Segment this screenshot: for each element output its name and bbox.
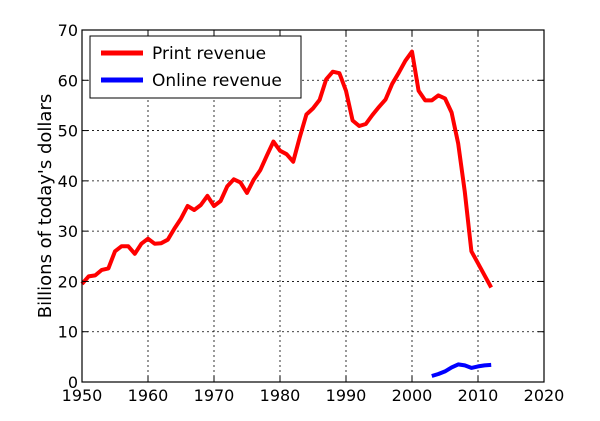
tick-label-layer: 1950 1960 1970 1980 1990 2000 2010 2020 0 10 20 30 4… [58,21,565,405]
series-layer [80,49,493,378]
legend-label-print-revenue: Print revenue [152,44,266,64]
y-tick-label-10: 10 [58,323,78,342]
legend-box [89,35,302,99]
x-tick-label-1990: 1990 [326,386,367,405]
legend: Print revenue Online revenue [89,35,302,99]
legend-label-online-revenue: Online revenue [152,71,282,91]
tick-layer [81,29,545,383]
y-tick-label-0: 0 [68,373,78,392]
y-tick-label-70: 70 [58,21,78,40]
y-axis-title: Billions of today's dollars [35,94,56,318]
x-tick-label-1970: 1970 [194,386,235,405]
x-tick-label-2000: 2000 [392,386,433,405]
y-tick-label-50: 50 [58,122,78,141]
series-line-online-revenue [431,362,492,378]
x-tick-label-2020: 2020 [524,386,565,405]
x-tick-label-1950: 1950 [62,386,103,405]
y-tick-label-30: 30 [58,222,78,241]
x-tick-label-1960: 1960 [128,386,169,405]
y-tick-label-40: 40 [58,172,78,191]
y-tick-label-20: 20 [58,272,78,291]
x-tick-label-1980: 1980 [260,386,301,405]
y-tick-label-60: 60 [58,71,78,90]
plot-frame [81,29,545,383]
series-line-print-revenue [80,49,493,289]
x-tick-label-2010: 2010 [458,386,499,405]
